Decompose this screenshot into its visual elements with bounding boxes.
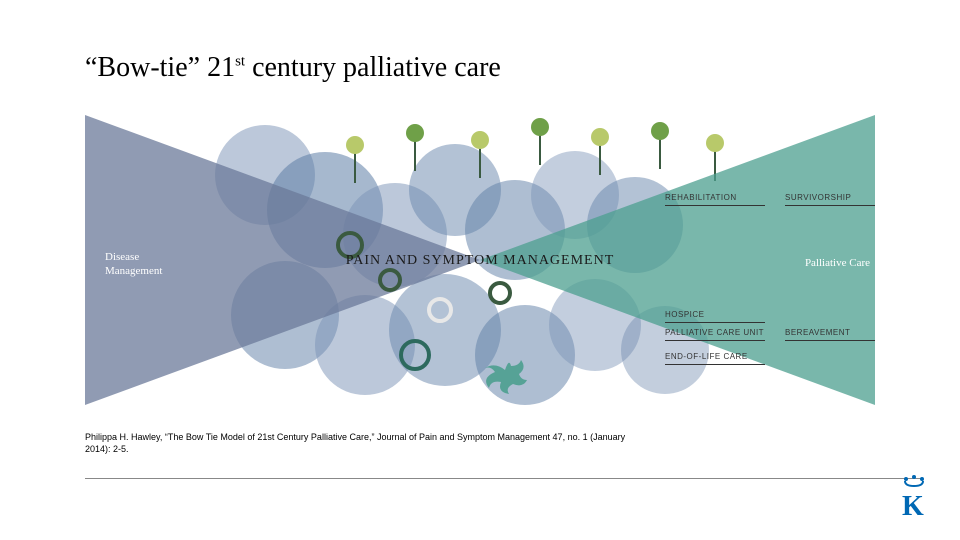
k-logo-icon: K bbox=[896, 475, 932, 517]
footer-divider bbox=[85, 478, 922, 479]
outcome-underline bbox=[665, 364, 765, 365]
palliative-care-label: Palliative Care bbox=[805, 257, 870, 269]
title-pre: “Bow-tie” 21 bbox=[85, 52, 235, 83]
outcome-label: HOSPICE bbox=[665, 310, 705, 319]
citation: Philippa H. Hawley, “The Bow Tie Model o… bbox=[85, 432, 645, 455]
slide: “Bow-tie” 21st century palliative care D… bbox=[0, 0, 960, 540]
logo-letter: K bbox=[902, 491, 924, 517]
outcome-label: END-OF-LIFE CARE bbox=[665, 352, 748, 361]
outcome-label: BEREAVEMENT bbox=[785, 328, 850, 337]
outcome-underline bbox=[665, 205, 765, 206]
outcome-underline bbox=[785, 205, 875, 206]
logo: K bbox=[896, 475, 932, 522]
outcome-underline bbox=[665, 322, 765, 323]
outcome-label: SURVIVORSHIP bbox=[785, 193, 851, 202]
outcome-underline bbox=[785, 340, 875, 341]
outcome-label: REHABILITATION bbox=[665, 193, 737, 202]
trees bbox=[346, 118, 724, 183]
page-title: “Bow-tie” 21st century palliative care bbox=[85, 52, 501, 84]
title-post: century palliative care bbox=[245, 52, 501, 83]
outcome-underline bbox=[665, 340, 765, 341]
title-sup: st bbox=[235, 54, 245, 70]
outcome-label: PALLIATIVE CARE UNIT bbox=[665, 328, 764, 337]
